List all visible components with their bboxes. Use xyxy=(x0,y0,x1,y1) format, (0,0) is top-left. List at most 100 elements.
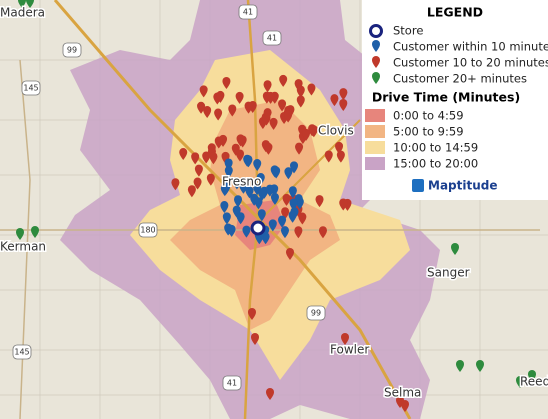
pin xyxy=(228,104,237,117)
pin xyxy=(289,198,298,211)
pin xyxy=(516,376,524,388)
pin xyxy=(372,56,380,68)
route-shields: 41 41 99 145 180 99 145 41 xyxy=(12,4,326,391)
shield-label: 41 xyxy=(227,379,237,388)
pin xyxy=(251,333,259,345)
swatch xyxy=(365,109,385,122)
shield-label: 145 xyxy=(23,84,38,93)
brand-icon xyxy=(412,179,424,192)
pin xyxy=(258,188,267,201)
pin xyxy=(476,360,484,372)
legend-item: Customer within 10 minutes xyxy=(393,40,548,54)
pin xyxy=(206,173,215,186)
pin xyxy=(278,99,287,112)
swatch xyxy=(365,141,385,154)
legend-item: Customer 20+ minutes xyxy=(393,72,527,86)
pin xyxy=(220,184,229,197)
pin xyxy=(451,243,459,255)
pin xyxy=(244,155,253,168)
pin xyxy=(232,177,241,190)
pin xyxy=(266,388,274,400)
store-icon xyxy=(369,24,383,38)
pin xyxy=(294,226,303,239)
place-label: Reedley xyxy=(520,375,548,389)
pin xyxy=(296,85,305,98)
legend-title: LEGEND xyxy=(427,5,483,20)
pin xyxy=(308,124,317,137)
place-label: Sanger xyxy=(427,266,470,280)
pin xyxy=(248,308,256,320)
shield xyxy=(12,344,32,360)
pin xyxy=(26,0,34,8)
pin xyxy=(191,152,200,165)
pin xyxy=(193,177,202,190)
legend-pins xyxy=(372,40,380,84)
pin xyxy=(288,210,297,223)
pin xyxy=(242,225,251,238)
legend-band: 15:00 to 20:00 xyxy=(393,157,478,171)
pin xyxy=(339,198,348,211)
pin xyxy=(236,134,245,147)
pin xyxy=(214,136,223,149)
pin xyxy=(265,184,274,197)
pin xyxy=(339,98,348,111)
pin xyxy=(224,166,233,179)
pin xyxy=(298,212,307,225)
pin xyxy=(280,226,289,239)
shield-label: 180 xyxy=(140,226,155,235)
pin xyxy=(244,101,253,114)
pin xyxy=(528,370,536,382)
shield xyxy=(238,4,258,20)
pin xyxy=(171,178,180,191)
pin xyxy=(234,195,243,208)
pin xyxy=(257,209,266,222)
pin xyxy=(263,80,272,93)
pin xyxy=(318,226,327,239)
swatch xyxy=(365,157,385,170)
shield-label: 99 xyxy=(311,309,321,318)
pin xyxy=(220,201,229,214)
shield xyxy=(262,30,282,46)
pin xyxy=(239,181,248,194)
pin xyxy=(263,108,272,121)
place-label: Fresno xyxy=(222,175,261,189)
pin xyxy=(290,161,299,174)
pin xyxy=(261,232,270,245)
pin xyxy=(341,333,349,345)
pin xyxy=(295,142,304,155)
legend: LEGEND Store Customer within 10 minutes … xyxy=(362,0,548,200)
shield xyxy=(21,80,41,96)
shield xyxy=(62,42,82,58)
shield xyxy=(222,375,242,391)
pin xyxy=(282,193,291,206)
pin xyxy=(199,85,208,98)
pin xyxy=(272,166,281,179)
pin xyxy=(339,88,348,101)
pin xyxy=(187,185,196,198)
place-label: Kerman xyxy=(0,240,46,254)
brand: Maptitude xyxy=(428,179,498,193)
pin xyxy=(179,148,188,161)
place-label: Selma xyxy=(384,386,421,400)
customer-pins xyxy=(16,0,536,412)
pin xyxy=(372,72,380,84)
pin xyxy=(335,141,344,154)
shield xyxy=(138,222,158,238)
pin xyxy=(264,142,273,155)
legend-subtitle: Drive Time (Minutes) xyxy=(372,90,520,105)
pin xyxy=(197,101,206,114)
legend-band: 5:00 to 9:59 xyxy=(393,125,464,139)
store-marker xyxy=(250,220,266,236)
pin xyxy=(227,224,236,237)
pin xyxy=(330,94,339,107)
pin xyxy=(253,159,262,172)
pin xyxy=(254,197,263,210)
legend-band: 0:00 to 4:59 xyxy=(393,109,464,123)
pin xyxy=(284,167,293,180)
pin xyxy=(401,400,409,412)
pin xyxy=(269,117,278,130)
legend-item: Customer 10 to 20 minutes xyxy=(393,56,548,70)
place-label: Fowler xyxy=(330,343,369,357)
pin xyxy=(286,248,294,260)
